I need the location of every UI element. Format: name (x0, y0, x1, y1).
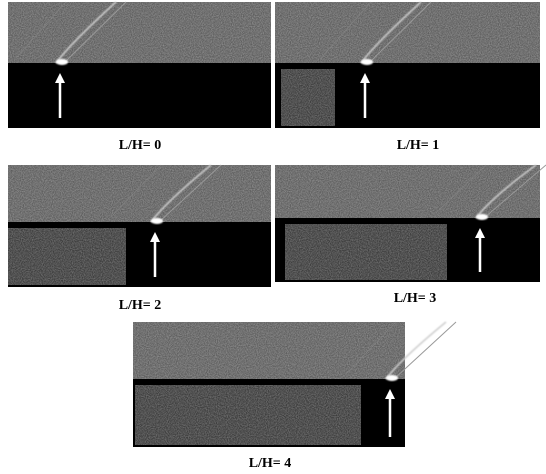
panels: L/H= 0 L/H= 1 L/H= 2 L/H= 3 L/H= 4 (8, 2, 546, 471)
schlieren-image (275, 2, 540, 128)
cavity-texture (281, 69, 335, 126)
cavity-texture (285, 224, 447, 280)
schlieren-image (275, 165, 546, 282)
schlieren-image (8, 165, 271, 287)
panel-caption: L/H= 2 (119, 298, 162, 313)
schlieren-image (133, 322, 456, 447)
wall-region (8, 63, 271, 128)
reattachment-spot (361, 59, 373, 65)
schlieren-image (8, 2, 271, 128)
panel-caption: L/H= 4 (249, 456, 292, 471)
flow-texture (275, 2, 540, 63)
figure: L/H= 0 L/H= 1 L/H= 2 L/H= 3 L/H= 4 (0, 0, 546, 474)
panel-caption: L/H= 3 (394, 291, 437, 306)
flow-texture (8, 165, 271, 222)
reattachment-spot (56, 59, 68, 65)
reattachment-spot (151, 218, 163, 224)
cavity-texture (8, 228, 126, 285)
panel-caption: L/H= 1 (397, 138, 440, 153)
reattachment-spot (476, 214, 488, 220)
flow-texture (275, 165, 540, 218)
cavity-texture (135, 385, 361, 445)
flow-texture (133, 322, 405, 379)
reattachment-spot (386, 375, 398, 381)
flow-texture (8, 2, 271, 63)
panel-caption: L/H= 0 (119, 138, 162, 153)
